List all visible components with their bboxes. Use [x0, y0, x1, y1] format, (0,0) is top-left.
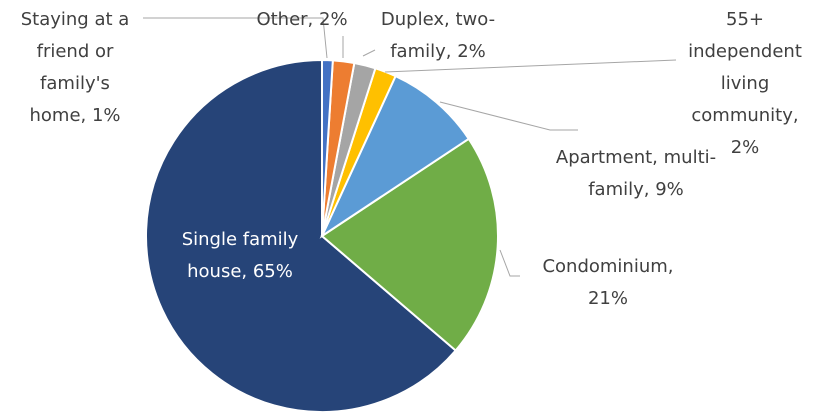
slice-label: Apartment, multi-family, 9% [555, 147, 717, 200]
slice-label: Condominium, 21% [542, 256, 674, 309]
pie-slice [321, 58, 334, 237]
leader-line [362, 49, 376, 57]
slice-label: Other, 2% [256, 9, 348, 30]
pie-slice [319, 74, 471, 239]
leader-line [439, 101, 578, 131]
slice-label: Duplex, two-family, 2% [380, 9, 496, 62]
pie-slice [145, 58, 458, 412]
pie-slice [320, 137, 499, 352]
leader-line [143, 17, 328, 59]
leader-line [499, 249, 520, 277]
slice-label: Staying at a friend or family's home, 1% [20, 9, 130, 126]
slice-label: 55+ independent living community, 2% [688, 9, 802, 158]
slice-label: Single family house, 65% [181, 229, 299, 282]
leader-line [384, 59, 677, 73]
